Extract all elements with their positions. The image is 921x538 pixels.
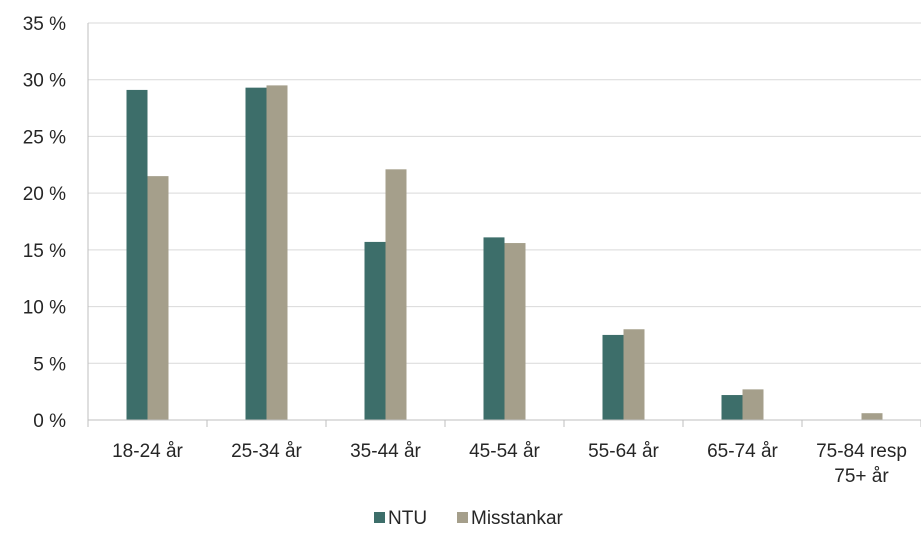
bar-misstankar-4: [623, 329, 645, 420]
y-axis-tick-labels: 0 % 5 % 10 % 15 % 20 % 25 % 30 % 35 %: [23, 14, 66, 432]
bar-ntu-2: [364, 241, 386, 420]
bar-misstankar-1: [266, 85, 288, 420]
x-tick-label: 75-84 resp: [816, 441, 907, 462]
x-tick-label: 75+ år: [834, 466, 889, 487]
bar-misstankar-6: [861, 413, 883, 420]
bar-ntu-0: [126, 89, 148, 421]
x-axis-ticks: [87, 420, 921, 427]
legend-swatch-ntu: [374, 512, 385, 523]
bar-ntu-4: [602, 334, 624, 420]
bar-misstankar-0: [147, 176, 169, 420]
x-tick-label: 65-74 år: [707, 441, 778, 462]
bar-misstankar-5: [742, 389, 764, 420]
x-tick-label: 25-34 år: [231, 441, 302, 462]
bar-misstankar-2: [385, 169, 407, 420]
y-tick-label: 10 %: [23, 298, 66, 319]
bar-ntu-3: [483, 237, 505, 420]
y-tick-label: 20 %: [23, 184, 66, 205]
legend-label-ntu: NTU: [388, 508, 427, 529]
legend-label-misstankar: Misstankar: [471, 508, 564, 529]
y-tick-label: 5 %: [33, 354, 66, 375]
y-tick-label: 15 %: [23, 241, 66, 262]
bar-ntu-5: [721, 395, 743, 420]
legend-swatch-misstankar: [457, 512, 468, 523]
y-tick-label: 25 %: [23, 127, 66, 148]
y-tick-label: 35 %: [23, 14, 66, 35]
x-tick-label: 55-64 år: [588, 441, 659, 462]
x-axis-tick-labels: 18-24 år 25-34 år 35-44 år 45-54 år 55-64 år…: [112, 441, 907, 487]
x-tick-label: 18-24 år: [112, 441, 183, 462]
bars: [126, 85, 883, 421]
y-tick-label: 0 %: [33, 411, 66, 432]
bar-ntu-1: [245, 87, 267, 420]
y-tick-label: 30 %: [23, 71, 66, 92]
legend: NTU Misstankar: [374, 508, 564, 529]
bar-misstankar-3: [504, 243, 526, 420]
x-tick-label: 45-54 år: [469, 441, 540, 462]
x-tick-label: 35-44 år: [350, 441, 421, 462]
